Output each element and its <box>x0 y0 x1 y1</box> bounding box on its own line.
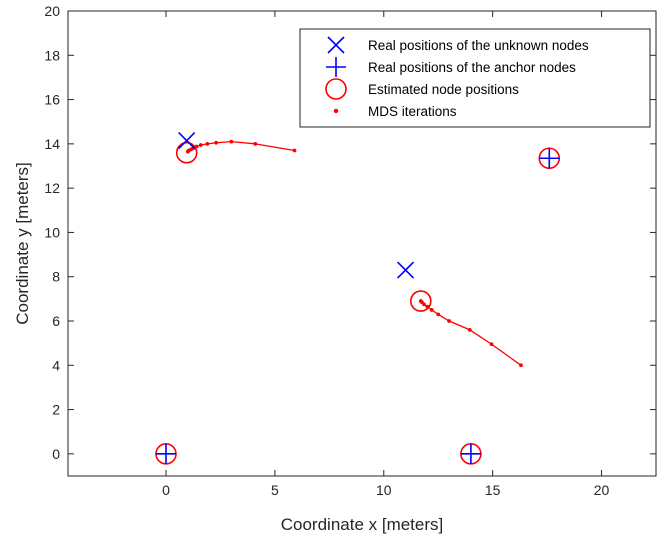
legend-marker-plus <box>326 57 346 77</box>
axes-layer: 0 5 10 15 20 0 2 4 6 8 10 12 14 16 18 20 <box>44 3 657 498</box>
x-tick-label-15: 15 <box>485 482 501 498</box>
y-tick-label-2: 2 <box>52 402 60 418</box>
legend-marker-x <box>327 36 345 54</box>
y-tick-label-8: 8 <box>52 269 60 285</box>
mds-iteration-point-1-6 <box>198 143 203 147</box>
anchor-node-marker-3 <box>539 148 560 169</box>
anchor-node-marker-1 <box>156 443 176 464</box>
legend-label-dot: MDS iterations <box>368 104 457 119</box>
legend-label-x: Real positions of the unknown nodes <box>368 38 589 53</box>
legend-box <box>299 28 651 128</box>
x-tick-label-0: 0 <box>162 482 170 498</box>
mds-iteration-point-1-3 <box>229 139 234 144</box>
data-layer <box>155 131 561 465</box>
x-tick-label-5: 5 <box>271 482 279 498</box>
y-tick-label-6: 6 <box>52 313 60 329</box>
mds-iteration-point-1-11 <box>185 149 190 154</box>
legend-label-circle: Estimated node positions <box>368 82 519 97</box>
unknown-node-marker-1 <box>178 131 196 150</box>
y-tick-label-18: 18 <box>44 47 60 63</box>
y-tick-label-4: 4 <box>52 357 60 373</box>
mds-iteration-point-2-4 <box>447 319 452 323</box>
legend-label-plus: Real positions of the anchor nodes <box>368 60 576 75</box>
y-axis-label: Coordinate y [meters] <box>13 162 32 325</box>
mds-iteration-point-2-6 <box>429 308 434 312</box>
mds-iteration-point-1-5 <box>205 141 210 146</box>
anchor-node-marker-2 <box>460 443 481 464</box>
mds-iteration-point-1-1 <box>292 148 297 153</box>
mds-iteration-point-2-2 <box>489 342 494 347</box>
axes-frame <box>67 10 657 477</box>
mds-iteration-point-1-2 <box>253 141 258 146</box>
x-tick-label-10: 10 <box>376 482 392 498</box>
estimated-position-marker-2 <box>409 290 432 312</box>
y-tick-label-16: 16 <box>44 92 60 108</box>
legend: Real positions of the unknown nodes Real … <box>299 28 651 128</box>
x-tick-label-20: 20 <box>594 482 610 498</box>
mds-iteration-point-2-5 <box>436 312 441 317</box>
y-tick-label-14: 14 <box>44 136 60 152</box>
y-tick-label-0: 0 <box>52 446 60 462</box>
y-tick-label-20: 20 <box>44 3 60 19</box>
x-axis-label: Coordinate x [meters] <box>281 515 444 534</box>
mds-iteration-point-2-3 <box>467 327 472 332</box>
legend-marker-dot <box>333 108 339 114</box>
mds-iteration-point-2-10 <box>418 299 423 303</box>
unknown-node-marker-2 <box>396 261 415 279</box>
mds-iteration-point-1-4 <box>214 140 218 145</box>
mds-iteration-point-2-1 <box>519 363 523 368</box>
y-tick-label-10: 10 <box>44 224 60 240</box>
legend-marker-circle <box>325 78 347 100</box>
estimated-position-marker-1 <box>175 141 198 164</box>
y-tick-label-12: 12 <box>44 180 60 196</box>
